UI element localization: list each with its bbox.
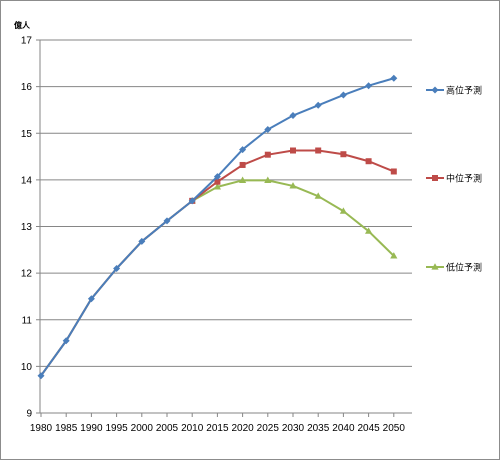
legend-entry: 高位予測 (426, 85, 482, 97)
axes (39, 40, 412, 414)
data-point (314, 101, 322, 109)
data-point (213, 183, 221, 190)
legend-marker (431, 86, 439, 94)
data-point (365, 82, 373, 90)
data-point (290, 147, 296, 154)
data-point (365, 158, 372, 165)
data-point (37, 372, 45, 380)
x-tick-label: 2050 (383, 423, 406, 434)
x-tick-label: 2020 (231, 423, 254, 434)
x-tick-label: 1990 (80, 423, 103, 434)
x-tick-label: 2005 (156, 423, 179, 434)
series-group (37, 74, 398, 380)
data-point (62, 337, 70, 345)
legend-label: 中位予測 (446, 173, 482, 185)
data-point (390, 74, 398, 82)
data-point (239, 176, 247, 183)
y-tick-label: 9 (26, 409, 32, 420)
data-point (390, 168, 397, 175)
series-square (40, 147, 397, 377)
data-point (239, 146, 247, 154)
data-point (264, 176, 272, 183)
x-tick-label: 1985 (55, 423, 78, 434)
data-point (315, 147, 322, 154)
data-point (390, 252, 398, 259)
data-point (340, 151, 347, 158)
data-point (113, 264, 121, 272)
x-tick-label: 2045 (357, 423, 380, 434)
x-tick-label: 2000 (131, 423, 154, 434)
legend-entry: 低位予測 (426, 262, 482, 274)
x-tick-label: 1980 (30, 423, 53, 434)
legend-marker (432, 175, 438, 181)
x-tick-label: 2040 (332, 423, 355, 434)
series-line (40, 179, 395, 377)
data-point (289, 182, 297, 189)
data-point (314, 192, 322, 199)
data-point (339, 91, 347, 99)
data-point (188, 197, 196, 205)
gridlines (36, 39, 412, 414)
legend-label: 低位予測 (446, 262, 482, 274)
y-tick-label: 12 (21, 269, 33, 280)
x-tick-label: 2030 (282, 423, 305, 434)
series-diamond (37, 74, 398, 380)
x-tick-label: 2035 (307, 423, 330, 434)
data-point (163, 217, 171, 225)
legend-entry: 中位予測 (426, 173, 482, 185)
x-tick-label: 2025 (257, 423, 280, 434)
x-tick-label: 2015 (206, 423, 229, 434)
y-tick-labels: 9 10 11 12 13 14 15 16 17 (21, 36, 33, 420)
y-tick-label: 10 (21, 362, 33, 373)
data-point (339, 207, 347, 214)
x-tick-label: 1995 (105, 423, 128, 434)
data-point (365, 227, 373, 234)
data-point (138, 237, 146, 245)
y-axis-unit-label: 億人 (14, 20, 31, 30)
legend-marker (431, 263, 439, 270)
y-tick-label: 11 (22, 315, 33, 326)
data-point (87, 295, 95, 303)
y-tick-label: 16 (21, 82, 33, 93)
y-tick-label: 14 (21, 175, 33, 186)
data-point (289, 112, 297, 120)
data-point (214, 178, 221, 185)
y-tick-label: 17 (21, 36, 33, 47)
data-point (264, 126, 272, 134)
data-point (213, 173, 221, 181)
data-point (239, 161, 246, 168)
data-point (264, 151, 271, 158)
y-tick-label: 15 (21, 129, 33, 140)
legend-label: 高位予測 (446, 85, 482, 97)
x-tick-labels: 1980 1985 1990 1995 2000 2005 2010 2015 2020 2025… (30, 413, 405, 434)
series-triangle (40, 176, 398, 377)
y-tick-label: 13 (21, 222, 33, 233)
x-tick-label: 2010 (181, 423, 204, 434)
